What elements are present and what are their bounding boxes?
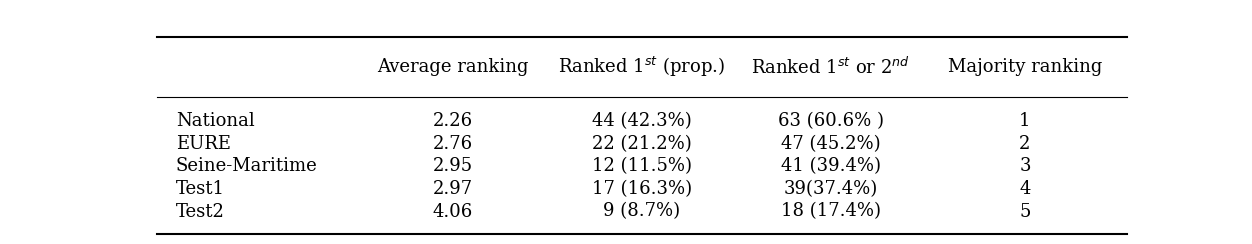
Text: 12 (11.5%): 12 (11.5%) <box>592 157 691 175</box>
Text: National: National <box>175 112 254 130</box>
Text: 22 (21.2%): 22 (21.2%) <box>592 135 691 153</box>
Text: 18 (17.4%): 18 (17.4%) <box>781 203 881 221</box>
Text: EURE: EURE <box>175 135 230 153</box>
Text: Test1: Test1 <box>175 180 225 198</box>
Text: 63 (60.6% ): 63 (60.6% ) <box>777 112 884 130</box>
Text: 2.95: 2.95 <box>432 157 472 175</box>
Text: 1: 1 <box>1019 112 1030 130</box>
Text: 44 (42.3%): 44 (42.3%) <box>592 112 691 130</box>
Text: 9 (8.7%): 9 (8.7%) <box>603 203 680 221</box>
Text: Ranked 1$^{st}$ or 2$^{nd}$: Ranked 1$^{st}$ or 2$^{nd}$ <box>751 56 910 77</box>
Text: 2.97: 2.97 <box>432 180 472 198</box>
Text: 39(37.4%): 39(37.4%) <box>784 180 878 198</box>
Text: 2: 2 <box>1019 135 1030 153</box>
Text: 41 (39.4%): 41 (39.4%) <box>781 157 881 175</box>
Text: 17 (16.3%): 17 (16.3%) <box>592 180 691 198</box>
Text: Ranked 1$^{st}$ (prop.): Ranked 1$^{st}$ (prop.) <box>558 55 725 79</box>
Text: 4: 4 <box>1019 180 1030 198</box>
Text: Test2: Test2 <box>175 203 225 221</box>
Text: Average ranking: Average ranking <box>377 58 528 76</box>
Text: Majority ranking: Majority ranking <box>948 58 1102 76</box>
Text: 5: 5 <box>1019 203 1030 221</box>
Text: 47 (45.2%): 47 (45.2%) <box>781 135 880 153</box>
Text: 3: 3 <box>1019 157 1030 175</box>
Text: 2.76: 2.76 <box>432 135 472 153</box>
Text: 2.26: 2.26 <box>432 112 472 130</box>
Text: Seine-Maritime: Seine-Maritime <box>175 157 318 175</box>
Text: 4.06: 4.06 <box>432 203 472 221</box>
